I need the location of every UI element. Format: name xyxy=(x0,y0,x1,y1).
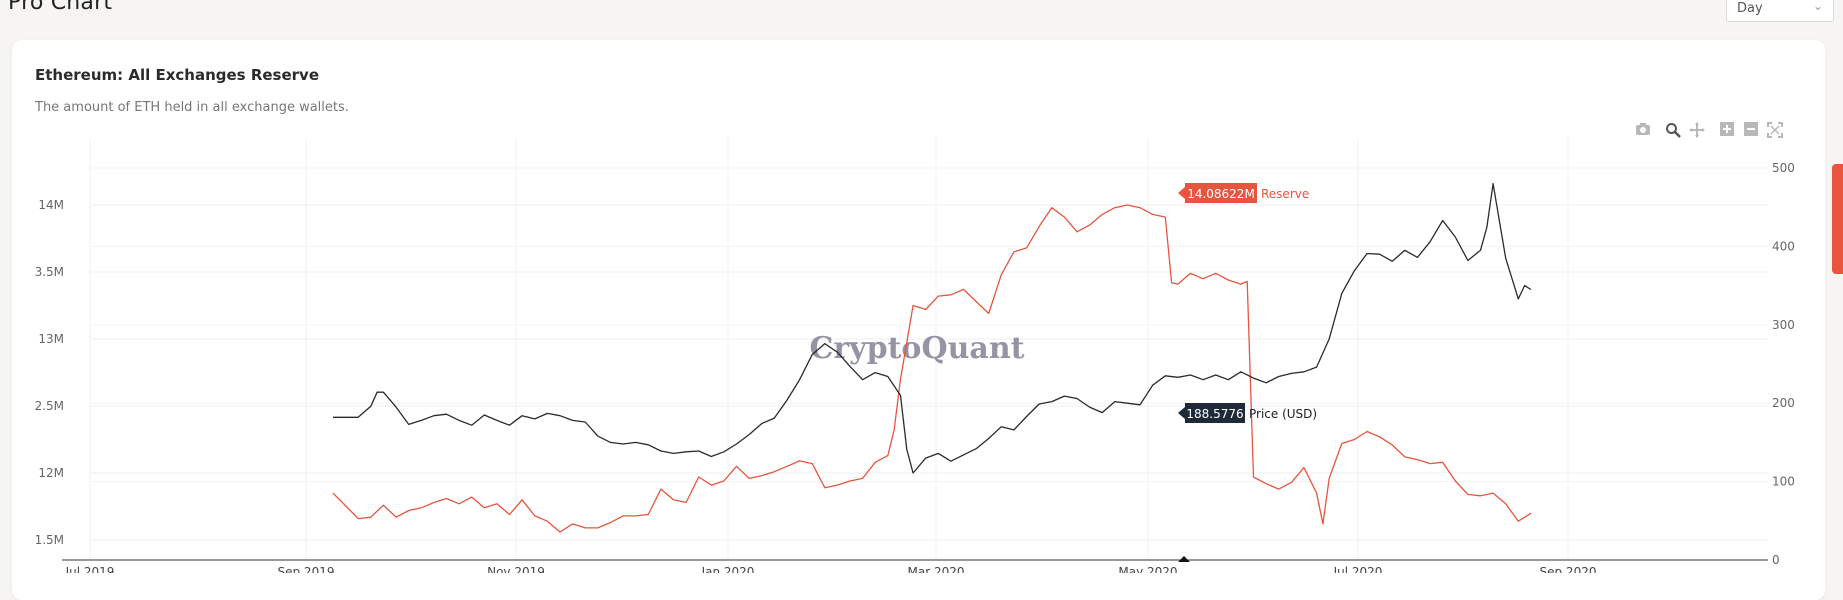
x-tick-label: Jan 2020 xyxy=(701,565,755,573)
period-select[interactable]: Day ⌄ xyxy=(1726,0,1834,22)
reserve-hover-name: Reserve xyxy=(1261,187,1309,201)
period-select-value: Day xyxy=(1737,1,1763,16)
hover-labels: 14.08622M Reserve 188.5776 Price (USD) xyxy=(1178,183,1317,562)
y-right-tick-label: 200 xyxy=(1772,396,1795,410)
y-right-tick-label: 100 xyxy=(1772,475,1795,489)
y-right-tick-label: 300 xyxy=(1772,318,1795,332)
chart-series xyxy=(332,183,1532,533)
price-hover-box xyxy=(1185,403,1245,423)
x-tick-label: Sep 2020 xyxy=(1540,565,1597,573)
reserve-hover-box xyxy=(1185,183,1257,203)
chart-description: The amount of ETH held in all exchange w… xyxy=(35,100,349,115)
price-hover-pointer xyxy=(1178,407,1185,419)
price-hover-value: 188.5776 xyxy=(1186,407,1243,421)
series-line-reserve xyxy=(332,204,1532,533)
y-left-tick-label: 3.5M xyxy=(35,265,64,279)
chart-axes: 14M 3.5M 13M 2.5M 12M 1.5M 500 400 300 200 100 0 Jul… xyxy=(35,161,1795,573)
y-right-tick-label: 400 xyxy=(1772,239,1795,253)
zoom-out-icon[interactable] xyxy=(1742,122,1760,140)
y-left-tick-label: 2.5M xyxy=(35,399,64,413)
chevron-down-icon: ⌄ xyxy=(1812,0,1823,13)
x-tick-label: Jul 2019 xyxy=(65,565,115,573)
reserve-hover-pointer xyxy=(1178,187,1185,199)
chart-title: Ethereum: All Exchanges Reserve xyxy=(35,66,320,84)
y-left-tick-label: 1.5M xyxy=(35,533,64,547)
page-title: Pro Chart xyxy=(8,0,113,15)
y-left-tick-label: 14M xyxy=(38,198,64,212)
price-hover-name: Price (USD) xyxy=(1249,407,1317,421)
y-left-tick-label: 13M xyxy=(38,332,64,346)
x-tick-label: Mar 2020 xyxy=(908,565,965,573)
camera-icon[interactable] xyxy=(1634,122,1652,140)
y-right-tick-label: 500 xyxy=(1772,161,1795,175)
watermark: CryptoQuant xyxy=(809,331,1024,366)
price-hover-label: 188.5776 Price (USD) xyxy=(1178,403,1317,423)
x-hover-marker xyxy=(1178,556,1190,562)
pan-icon[interactable] xyxy=(1688,122,1706,140)
x-tick-label: Sep 2019 xyxy=(278,565,335,573)
reserve-hover-value: 14.08622M xyxy=(1187,187,1255,201)
autoscale-icon[interactable] xyxy=(1766,122,1784,140)
chart-card: Ethereum: All Exchanges Reserve The amou… xyxy=(12,40,1825,600)
zoom-in-icon[interactable] xyxy=(1718,122,1736,140)
x-tick-label: Jul 2020 xyxy=(1333,565,1383,573)
zoom-icon[interactable] xyxy=(1664,122,1682,140)
y-left-tick-label: 12M xyxy=(38,466,64,480)
chart-svg: CryptoQuant 14M 3.5M 13M 2.5M 12M 1.5M 500 400 3… xyxy=(35,138,1795,573)
x-tick-label: May 2020 xyxy=(1118,565,1177,573)
side-feedback-tab[interactable] xyxy=(1832,164,1843,274)
series-line-price xyxy=(333,183,1532,474)
x-tick-label: Nov 2019 xyxy=(487,565,545,573)
y-right-tick-label: 0 xyxy=(1772,553,1780,567)
reserve-hover-label: 14.08622M Reserve xyxy=(1178,183,1309,203)
